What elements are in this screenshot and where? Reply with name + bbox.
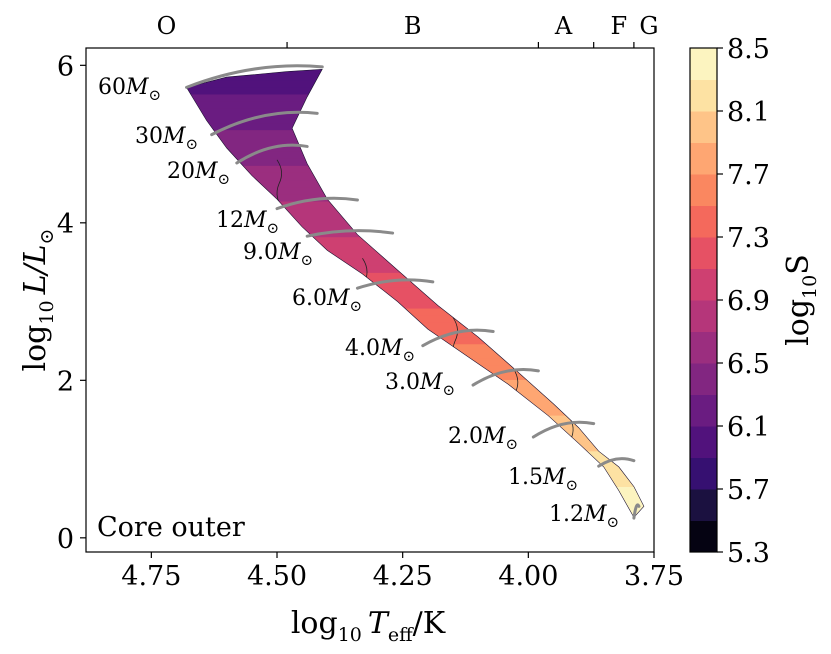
mass-track [597, 457, 636, 468]
mass-track [210, 110, 319, 137]
mass-track [275, 196, 359, 211]
colorbar-segment [690, 331, 717, 364]
colorbar-segment [690, 268, 717, 301]
colorbar-segment [690, 489, 717, 521]
colorbar-segment [690, 111, 717, 143]
x-tick-label: 4.50 [247, 561, 307, 592]
colorbar-segment [690, 205, 717, 238]
colorbar-tick-label: 7.3 [727, 223, 770, 254]
mass-label: 3.0M⊙ [385, 370, 455, 399]
mass-label: 30M⊙ [135, 124, 198, 153]
colorbar-tick-label: 6.5 [727, 349, 770, 380]
spectral-class-label: F [610, 12, 627, 40]
band-strip [186, 300, 644, 309]
colorbar [689, 47, 718, 553]
mass-track [421, 328, 495, 348]
colorbar-segment [690, 237, 717, 269]
x-tick-label: 4.75 [121, 561, 181, 592]
colorbar-tick-label: 5.7 [727, 475, 770, 506]
mass-label: 2.0M⊙ [448, 424, 518, 453]
x-axis-ticks: 4.75 4.50 4.25 4.00 3.75 [121, 552, 684, 592]
mass-label: 4.0M⊙ [345, 336, 415, 365]
band-strip [186, 307, 644, 316]
spectral-class-label: B [404, 12, 422, 40]
spectral-class-label: G [639, 12, 658, 40]
colorbar-label: log10S [781, 254, 821, 346]
mass-label: 9.0M⊙ [243, 240, 313, 269]
y-tick-label: 6 [57, 51, 74, 82]
mass-track [235, 143, 309, 165]
colorbar-segment [690, 426, 717, 458]
x-tick-label: 4.00 [498, 561, 558, 592]
colorbar-segment [690, 520, 717, 553]
band-strip [186, 293, 644, 302]
colorbar-ticks: 5.3 5.7 6.1 6.5 6.9 7.3 7.7 8.1 8.5 [717, 34, 770, 569]
colorbar-segment [690, 174, 717, 206]
mass-track [632, 503, 641, 520]
colorbar-segment [690, 79, 717, 112]
mass-label: 12M⊙ [216, 208, 279, 237]
mass-labels: 60M⊙ 30M⊙ 20M⊙ 12M⊙ 9.0M⊙ 6.0M⊙ 4.0M⊙ 3.0M⊙ 2.0M… [98, 75, 619, 531]
mass-label: 1.2M⊙ [549, 502, 619, 531]
spectral-class-label: O [157, 12, 177, 40]
mass-track [471, 368, 540, 387]
y-axis-ticks: 0 2 4 6 [57, 51, 86, 555]
x-tick-label: 3.75 [624, 561, 684, 592]
colorbar-segment [690, 394, 717, 427]
colorbar-tick-label: 8.1 [727, 97, 770, 128]
colorbar-segment [690, 142, 717, 175]
mass-label: 6.0M⊙ [292, 286, 362, 315]
y-axis-label: log10L/L⊙ [18, 229, 58, 372]
spectral-class-label: A [554, 12, 573, 40]
colorbar-tick-label: 6.9 [727, 286, 770, 317]
colorbar-tick-label: 5.3 [727, 538, 770, 569]
x-tick-label: 4.25 [373, 561, 433, 592]
x-axis-label: log10 Teff/K [291, 606, 446, 646]
y-tick-label: 4 [57, 209, 74, 240]
panel-annotation: Core outer [97, 512, 245, 543]
colorbar-segment [690, 363, 717, 395]
mass-track [305, 229, 395, 238]
colorbar-segment [690, 457, 717, 490]
mass-track [185, 64, 324, 89]
mass-label: 20M⊙ [167, 159, 230, 188]
mass-tracks [185, 64, 641, 520]
colorbar-tick-label: 6.1 [727, 412, 770, 443]
mass-track [531, 420, 596, 439]
colorbar-tick-label: 7.7 [727, 160, 770, 191]
mass-label: 1.5M⊙ [508, 465, 578, 494]
mass-track [355, 278, 435, 290]
colorbar-segment [690, 300, 717, 332]
y-tick-label: 2 [57, 366, 74, 397]
plot-frame [85, 47, 655, 553]
mass-label: 60M⊙ [98, 75, 161, 104]
colorbar-tick-label: 8.5 [727, 34, 770, 65]
band-outline [186, 68, 645, 518]
y-tick-label: 0 [57, 524, 74, 555]
band-strip [186, 286, 644, 295]
colorbar-segment [690, 48, 717, 80]
